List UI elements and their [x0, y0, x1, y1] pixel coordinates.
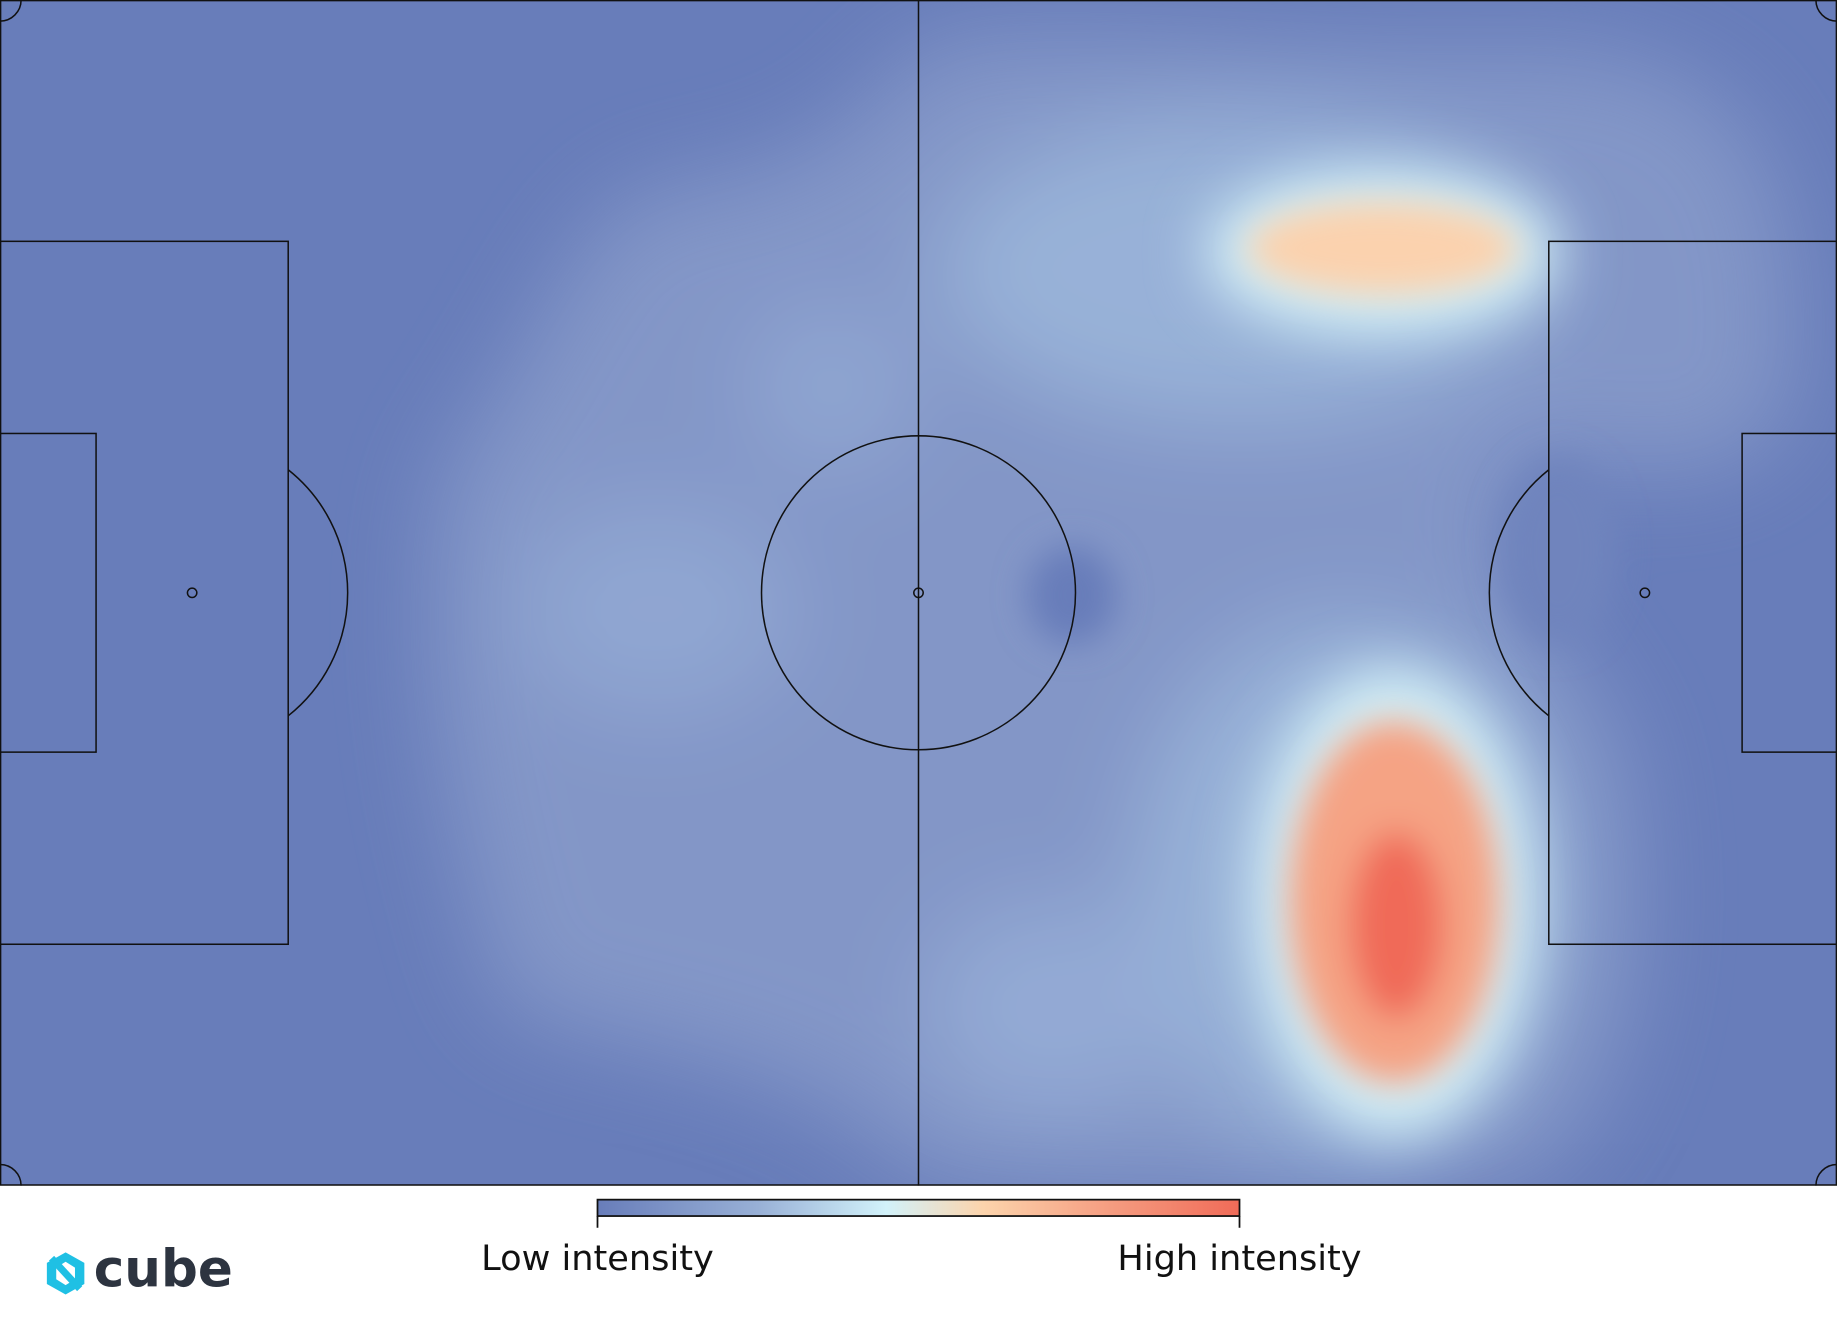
logo-text: cube — [94, 1239, 233, 1299]
logo: cube — [46, 1239, 233, 1299]
high-label: High intensity — [1117, 1238, 1361, 1279]
pitch-lines — [0, 0, 1837, 1186]
low-label: Low intensity — [481, 1238, 714, 1279]
colorbar: Low intensity High intensity — [481, 1198, 1362, 1279]
